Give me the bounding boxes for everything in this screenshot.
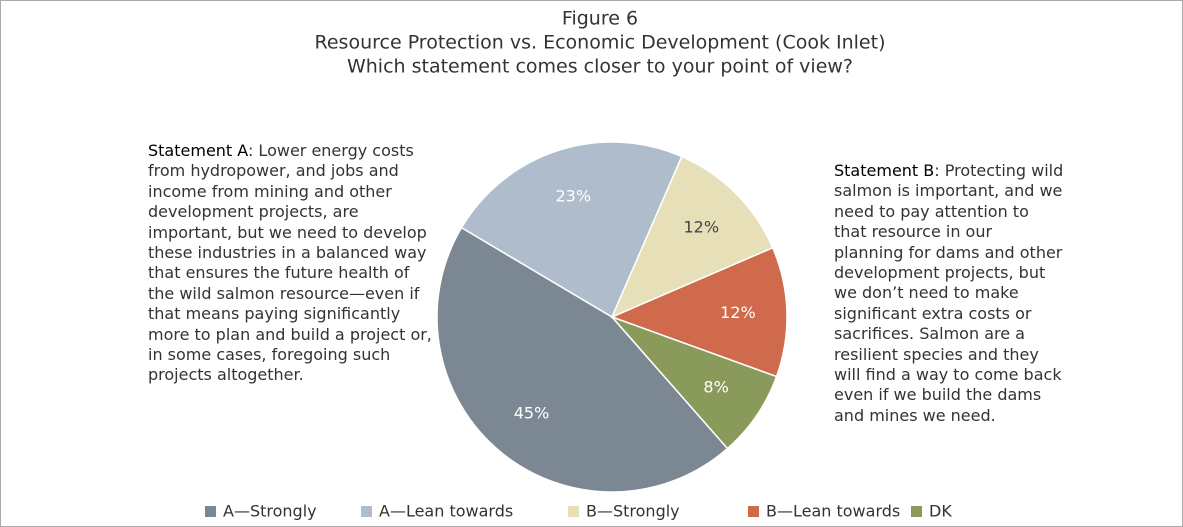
chart-title: Figure 6 [562, 8, 638, 30]
legend-swatch [361, 506, 372, 517]
pie-slice [460, 141, 683, 319]
data-label: 45% [514, 403, 550, 422]
legend-label: B—Strongly [586, 502, 680, 521]
pie-slice [610, 155, 774, 319]
chart-subtitle: Which statement comes closer to your poi… [347, 56, 853, 78]
statement-label: Statement A [148, 141, 248, 160]
pie-slice [609, 246, 788, 378]
statement-label: Statement B [834, 161, 935, 180]
data-label: 8% [703, 378, 728, 397]
legend-label: B—Lean towards [766, 502, 900, 521]
legend-swatch [911, 506, 922, 517]
statement-b: Statement B: Protecting wild salmon is i… [834, 161, 1064, 426]
chart-subtitle: Resource Protection vs. Economic Develop… [315, 32, 886, 54]
statement-a: Statement A: Lower energy costs from hyd… [148, 141, 433, 386]
data-label: 23% [555, 187, 591, 206]
legend-label: DK [929, 502, 952, 521]
pie-slice [611, 316, 778, 450]
data-label: 12% [683, 218, 719, 237]
legend-label: A—Strongly [223, 502, 317, 521]
statement-text: : Lower energy costs from hydropower, an… [148, 141, 432, 385]
pie-slice [436, 226, 729, 493]
legend-swatch [568, 506, 579, 517]
legend-swatch [748, 506, 759, 517]
data-label: 12% [720, 303, 756, 322]
legend-label: A—Lean towards [379, 502, 513, 521]
legend-swatch [205, 506, 216, 517]
statement-text: : Protecting wild salmon is important, a… [834, 161, 1064, 425]
